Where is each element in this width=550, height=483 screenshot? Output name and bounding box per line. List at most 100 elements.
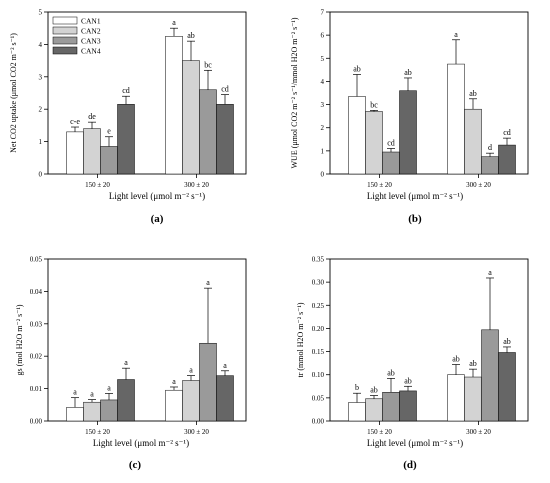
legend-swatch-can1 bbox=[52, 16, 78, 25]
bar-can2 bbox=[365, 111, 383, 175]
significance-letter: b bbox=[355, 383, 359, 392]
significance-letter: cd bbox=[122, 86, 130, 95]
y-tick-label: 1 bbox=[39, 138, 43, 146]
legend-label: CAN4 bbox=[81, 47, 101, 56]
bar-can4 bbox=[399, 90, 417, 175]
x-axis-label: Light level (μmol m⁻² s⁻¹) bbox=[109, 191, 205, 201]
y-tick-label: 0.30 bbox=[312, 279, 325, 287]
significance-letter: ab bbox=[187, 31, 195, 40]
legend-label: CAN2 bbox=[81, 27, 101, 36]
significance-letter: cd bbox=[387, 139, 395, 148]
legend-swatch-can3 bbox=[52, 36, 78, 45]
y-tick-label: 0.05 bbox=[30, 256, 43, 264]
x-tick-label: 150 ± 20 bbox=[367, 428, 392, 436]
y-tick-label: 6 bbox=[321, 32, 325, 40]
bar-can4 bbox=[399, 390, 417, 422]
significance-letter: ab bbox=[404, 376, 412, 385]
significance-letter: a bbox=[189, 366, 193, 375]
x-axis-label: Light level (μmol m⁻² s⁻¹) bbox=[367, 438, 463, 448]
significance-letter: cd bbox=[221, 85, 229, 94]
bar-can3 bbox=[100, 146, 118, 175]
x-axis-label: Light level (μmol m⁻² s⁻¹) bbox=[93, 438, 189, 448]
bar-can1 bbox=[447, 374, 465, 422]
significance-letter: c-e bbox=[70, 117, 80, 126]
bar-can4 bbox=[117, 379, 135, 422]
y-tick-label: 5 bbox=[321, 55, 325, 63]
y-axis-label: gs (mol H2O m⁻² s⁻¹) bbox=[15, 304, 24, 375]
bar-can3 bbox=[100, 399, 118, 422]
bar-can1 bbox=[348, 96, 366, 175]
significance-letter: a bbox=[172, 18, 176, 27]
bar-can3 bbox=[199, 342, 217, 422]
bar-can4 bbox=[117, 104, 135, 175]
bar-can2 bbox=[464, 376, 482, 422]
y-tick-label: 0.02 bbox=[30, 353, 43, 361]
y-tick-label: 4 bbox=[321, 78, 325, 86]
y-axis-label: tr (mmol H2O m⁻² s⁻¹) bbox=[296, 302, 305, 377]
y-tick-label: 5 bbox=[39, 9, 43, 17]
bar-can2 bbox=[182, 60, 200, 175]
legend-label: CAN1 bbox=[81, 17, 101, 26]
y-tick-label: 0.10 bbox=[312, 371, 325, 379]
bar-can1 bbox=[165, 36, 183, 175]
significance-letter: ab bbox=[503, 337, 511, 346]
significance-letter: a bbox=[90, 390, 94, 399]
significance-letter: ab bbox=[469, 359, 477, 368]
y-tick-label: 0 bbox=[39, 171, 43, 179]
y-tick-label: 0.01 bbox=[30, 385, 43, 393]
y-tick-label: 7 bbox=[321, 9, 325, 17]
x-tick-label: 300 ± 20 bbox=[184, 181, 209, 189]
significance-letter: a bbox=[223, 361, 227, 370]
significance-letter: a bbox=[107, 383, 111, 392]
significance-letter: a bbox=[124, 358, 128, 367]
panel-label: (d) bbox=[403, 459, 417, 471]
y-tick-label: 0.05 bbox=[312, 394, 325, 402]
bar-can1 bbox=[165, 389, 183, 422]
legend-label: CAN3 bbox=[81, 37, 101, 46]
bar-can4 bbox=[498, 144, 516, 175]
bar-can2 bbox=[182, 380, 200, 422]
bar-can3 bbox=[382, 151, 400, 175]
panel-label: (b) bbox=[408, 213, 422, 225]
plot-frame bbox=[329, 258, 529, 422]
bar-can2 bbox=[464, 108, 482, 175]
x-tick-label: 150 ± 20 bbox=[367, 181, 392, 189]
chart-panel-a: 0 1 2 3 4 5 150 ± 20 300 ± 20 c-e a de ab e bc cd cd Lig… bbox=[9, 9, 247, 225]
significance-letter: ab bbox=[404, 68, 412, 77]
y-tick-label: 0.20 bbox=[312, 325, 325, 333]
legend-swatch-can4 bbox=[52, 46, 78, 55]
bar-can4 bbox=[216, 375, 234, 422]
bar-can2 bbox=[365, 398, 383, 422]
significance-letter: a bbox=[488, 268, 492, 277]
chart-panel-d: 0.00 0.05 0.10 0.15 0.20 0.25 0.30 0.35 150 ± 20… bbox=[296, 256, 529, 471]
significance-letter: a bbox=[172, 377, 176, 386]
y-tick-label: 0.15 bbox=[312, 348, 325, 356]
bar-can2 bbox=[83, 401, 101, 422]
significance-letter: a bbox=[454, 30, 458, 39]
y-tick-label: 2 bbox=[321, 124, 325, 132]
bar-can1 bbox=[447, 63, 465, 175]
panel-label: (a) bbox=[151, 213, 164, 225]
y-tick-label: 0 bbox=[321, 171, 325, 179]
significance-letter: ab bbox=[370, 386, 378, 395]
significance-letter: ab bbox=[387, 368, 395, 377]
bar-can4 bbox=[498, 352, 516, 422]
legend-swatch-can2 bbox=[52, 26, 78, 35]
bar-can4 bbox=[216, 104, 234, 175]
x-tick-label: 300 ± 20 bbox=[184, 428, 209, 436]
significance-letter: e bbox=[107, 127, 111, 136]
y-tick-label: 4 bbox=[39, 41, 43, 49]
significance-letter: bc bbox=[370, 100, 378, 109]
y-tick-label: 0.35 bbox=[312, 256, 325, 264]
bar-can3 bbox=[481, 156, 499, 175]
bar-can3 bbox=[382, 392, 400, 422]
chart-panel-c: 0.00 0.01 0.02 0.03 0.04 0.05 150 ± 20 300 ± 20… bbox=[15, 256, 247, 471]
significance-letter: cd bbox=[503, 128, 511, 137]
y-tick-label: 0.25 bbox=[312, 302, 325, 310]
plot-frame bbox=[47, 11, 247, 175]
y-tick-label: 1 bbox=[321, 147, 325, 155]
y-axis-label: Net CO2 uptake (μmol CO2 m⁻² s⁻¹) bbox=[9, 33, 18, 153]
plot-frame bbox=[329, 11, 529, 175]
